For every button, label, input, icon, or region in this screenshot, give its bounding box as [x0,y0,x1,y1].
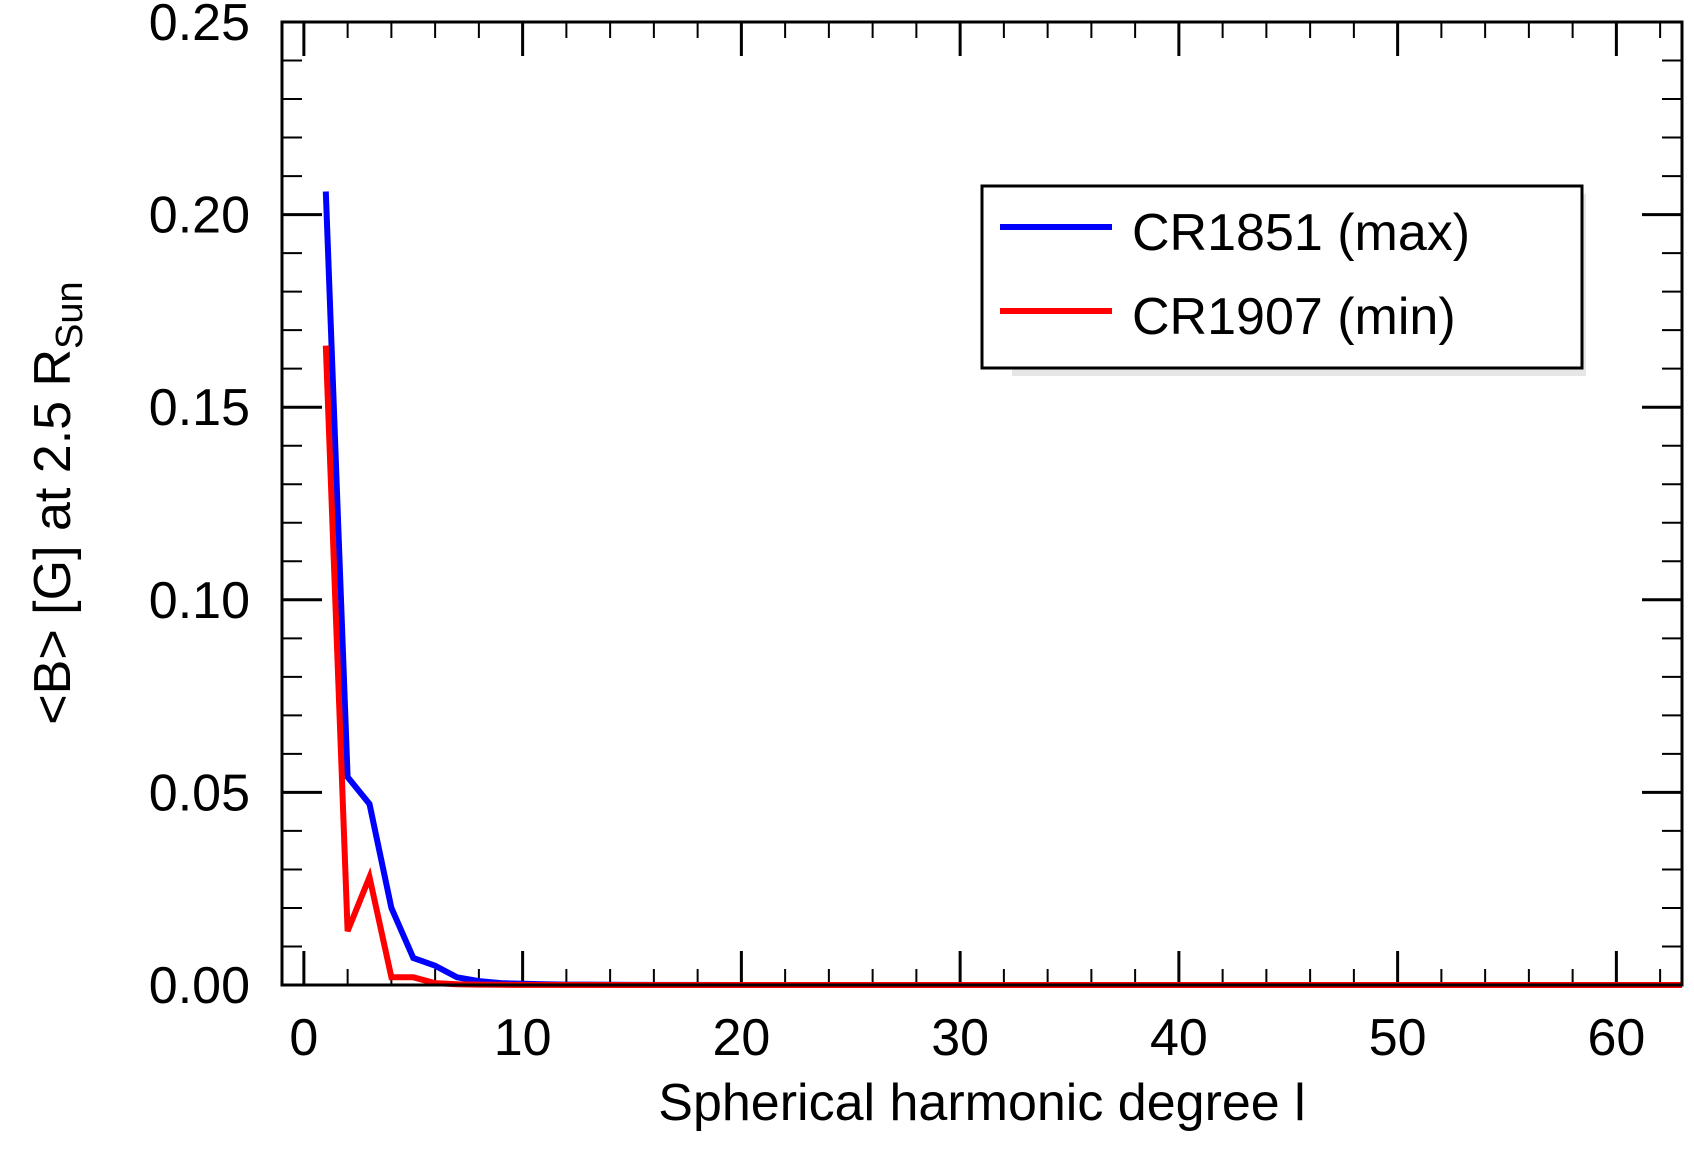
y-axis-title-main: <B> [G] at 2.5 R [24,349,82,725]
minor-ticks [282,22,1682,985]
y-tick-label: 0.25 [149,0,250,52]
x-tick-label: 60 [1587,1009,1645,1067]
legend: CR1851 (max) CR1907 (min) [980,184,1586,376]
y-tick-label: 0.05 [149,764,250,822]
plot-frame [280,20,1684,987]
y-tick-label: 0.10 [149,572,250,630]
legend-box [980,184,1584,370]
x-tick-label: 10 [494,1009,552,1067]
x-tick-label: 30 [931,1009,989,1067]
x-tick-label: 50 [1369,1009,1427,1067]
x-tick-label: 0 [289,1009,318,1067]
legend-label-cr1907: CR1907 (min) [1132,288,1456,346]
x-tick-label: 20 [712,1009,770,1067]
major-ticks [282,20,1682,987]
y-tick-labels: 0.00 0.05 0.10 0.15 0.20 0.25 [149,0,250,1015]
y-tick-label: 0.00 [149,957,250,1015]
x-tick-label: 40 [1150,1009,1208,1067]
x-tick-labels: 0 10 20 30 40 50 60 [289,1009,1645,1067]
y-axis-title: <B> [G] at 2.5 RSun [24,281,91,724]
y-tick-label: 0.20 [149,187,250,245]
series-line-cr1907 [322,345,1682,988]
legend-label-cr1851: CR1851 (max) [1132,204,1470,262]
x-axis-title: Spherical harmonic degree l [658,1074,1305,1132]
y-axis-title-subscript: Sun [49,281,91,349]
y-tick-label: 0.15 [149,379,250,437]
